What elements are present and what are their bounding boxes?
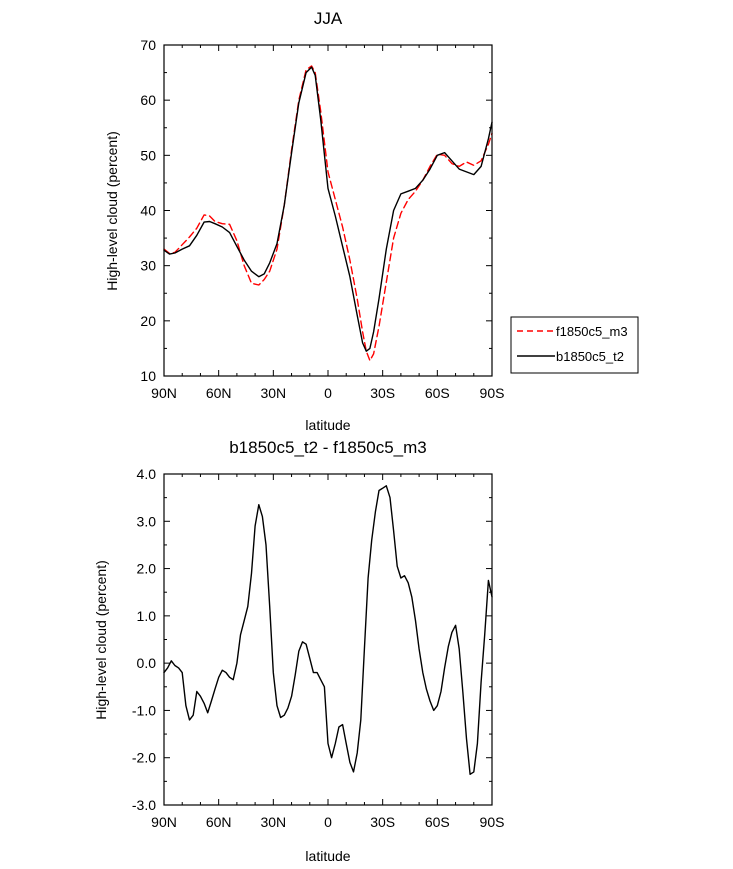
bottom-x-tick-label: 0 — [324, 814, 332, 830]
top-x-tick-label: 60S — [425, 385, 450, 401]
top-x-axis-label: latitude — [305, 417, 350, 433]
top-y-tick-label: 70 — [140, 37, 156, 53]
bottom-x-axis-label: latitude — [305, 848, 350, 864]
top-series-line-b1850c5-t2 — [163, 66, 493, 352]
top-ticks: 90N 60N 30N 0 30S 60S 90S 10 20 30 40 50 60 70 — [140, 37, 504, 401]
top-plot-frame — [163, 44, 493, 377]
bottom-y-tick-label: -3.0 — [132, 797, 156, 813]
bottom-x-tick-label: 30S — [370, 814, 395, 830]
chart-bottom: b1850c5_t2 - f1850c5_m3 latitude High-le… — [93, 438, 504, 864]
top-x-tick-label: 90N — [151, 385, 177, 401]
top-x-tick-label: 60N — [206, 385, 232, 401]
bottom-x-tick-label: 90S — [480, 814, 505, 830]
top-y-axis-label: High-level cloud (percent) — [104, 131, 120, 291]
top-y-tick-label: 10 — [140, 368, 156, 384]
legend-label-f1850c5-m3: f1850c5_m3 — [556, 324, 628, 339]
bottom-y-tick-label: 1.0 — [137, 608, 157, 624]
bottom-y-tick-label: 0.0 — [137, 655, 157, 671]
top-y-tick-label: 20 — [140, 313, 156, 329]
bottom-ticks: 90N 60N 30N 0 30S 60S 90S -3.0 -2.0 -1.0 0.0 1.0 2.0… — [132, 466, 505, 830]
top-y-tick-label: 30 — [140, 258, 156, 274]
bottom-x-tick-label: 90N — [151, 814, 177, 830]
chart-top: JJA latitude High-level cloud (percent) … — [104, 9, 639, 433]
top-y-tick-label: 60 — [140, 92, 156, 108]
top-x-tick-label: 90S — [480, 385, 505, 401]
legend-box — [510, 316, 639, 374]
legend: f1850c5_m3 b1850c5_t2 — [510, 316, 639, 374]
bottom-plot-frame — [163, 473, 493, 806]
bottom-y-axis-label: High-level cloud (percent) — [93, 560, 109, 720]
top-series-group — [163, 65, 493, 362]
bottom-y-tick-label: 4.0 — [137, 466, 157, 482]
bottom-x-tick-label: 30N — [260, 814, 286, 830]
top-x-tick-label: 0 — [324, 385, 332, 401]
bottom-y-tick-label: -1.0 — [132, 702, 156, 718]
bottom-y-tick-label: 3.0 — [137, 513, 157, 529]
bottom-chart-title: b1850c5_t2 - f1850c5_m3 — [229, 438, 427, 457]
top-series-line-f1850c5-m3 — [163, 65, 493, 362]
top-y-tick-label: 50 — [140, 147, 156, 163]
top-x-tick-label: 30N — [260, 385, 286, 401]
top-x-tick-label: 30S — [370, 385, 395, 401]
top-chart-title: JJA — [314, 9, 343, 28]
bottom-x-tick-label: 60N — [206, 814, 232, 830]
bottom-x-tick-label: 60S — [425, 814, 450, 830]
bottom-y-tick-label: -2.0 — [132, 750, 156, 766]
bottom-series-group — [163, 485, 493, 775]
bottom-series-line-difference — [163, 485, 493, 775]
legend-label-b1850c5-t2: b1850c5_t2 — [556, 349, 624, 364]
top-y-tick-label: 40 — [140, 203, 156, 219]
bottom-y-tick-label: 2.0 — [137, 561, 157, 577]
